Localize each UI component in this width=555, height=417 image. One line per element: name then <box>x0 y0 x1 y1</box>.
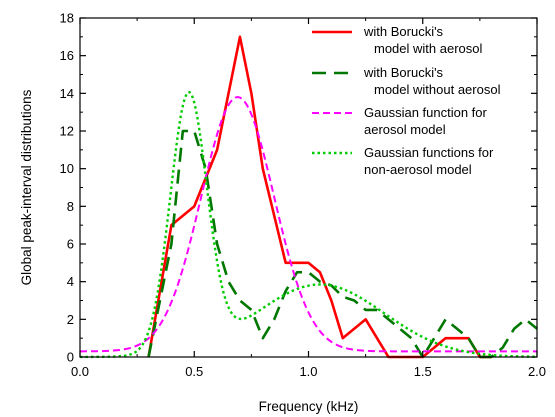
legend: with Borucki's model with aerosol with Bor… <box>312 24 501 177</box>
y-tick-label: 16 <box>60 48 74 63</box>
y-tick-label: 2 <box>67 312 74 327</box>
x-tick-label: 0.0 <box>71 364 89 379</box>
legend-label-4: non-aerosol model <box>364 162 472 177</box>
x-tick-label: 1.5 <box>414 364 432 379</box>
y-tick-label: 0 <box>67 350 74 365</box>
legend-label-4: Gaussian functions for <box>364 145 494 160</box>
x-tick-label: 0.5 <box>185 364 203 379</box>
x-tick-label: 2.0 <box>528 364 546 379</box>
axis-ticks: 0.0 0.5 1.0 1.5 2.0 0 2 4 6 8 10 12 14 16 18 <box>60 11 547 380</box>
plot-lines <box>79 35 538 359</box>
x-tick-label: 1.0 <box>299 364 317 379</box>
y-tick-label: 8 <box>67 199 74 214</box>
x-axis-title: Frequency (kHz) <box>259 399 359 414</box>
y-tick-label: 14 <box>60 86 74 101</box>
legend-label-3: aerosol model <box>364 122 446 137</box>
legend-label-1: with Borucki's <box>363 24 444 39</box>
series-line-4 <box>79 91 538 359</box>
legend-label-2: model without aerosol <box>374 82 501 97</box>
y-tick-label: 12 <box>60 124 74 139</box>
y-tick-label: 4 <box>67 274 74 289</box>
series-line-3 <box>79 96 537 353</box>
legend-label-1: model with aerosol <box>374 41 482 56</box>
y-tick-label: 6 <box>67 237 74 252</box>
legend-label-2: with Borucki's <box>363 65 444 80</box>
legend-label-3: Gaussian function for <box>364 105 488 120</box>
y-tick-label: 18 <box>60 11 74 26</box>
y-tick-label: 10 <box>60 161 74 176</box>
series-line-2 <box>147 129 538 359</box>
y-axis-title: Global peak-interval distributions <box>19 89 34 285</box>
